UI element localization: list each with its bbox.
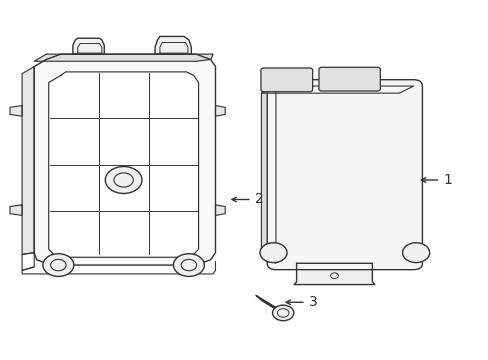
Polygon shape [294, 263, 374, 284]
Circle shape [43, 254, 74, 276]
FancyBboxPatch shape [266, 80, 422, 270]
Polygon shape [22, 67, 34, 255]
Polygon shape [10, 205, 22, 215]
Polygon shape [10, 105, 22, 116]
Polygon shape [261, 86, 413, 93]
Polygon shape [49, 72, 198, 257]
Circle shape [272, 305, 293, 321]
Circle shape [402, 243, 429, 262]
Polygon shape [34, 54, 213, 61]
Circle shape [173, 254, 204, 276]
Polygon shape [73, 38, 104, 54]
Circle shape [105, 167, 142, 193]
Polygon shape [215, 205, 224, 215]
Text: 3: 3 [308, 295, 317, 309]
Polygon shape [215, 105, 224, 116]
Polygon shape [261, 86, 275, 263]
FancyBboxPatch shape [261, 68, 312, 92]
Text: 1: 1 [443, 173, 451, 187]
Polygon shape [155, 36, 191, 54]
Polygon shape [34, 54, 215, 265]
Polygon shape [256, 296, 285, 316]
Circle shape [260, 243, 286, 262]
Text: 2: 2 [255, 193, 264, 207]
FancyBboxPatch shape [318, 67, 380, 91]
